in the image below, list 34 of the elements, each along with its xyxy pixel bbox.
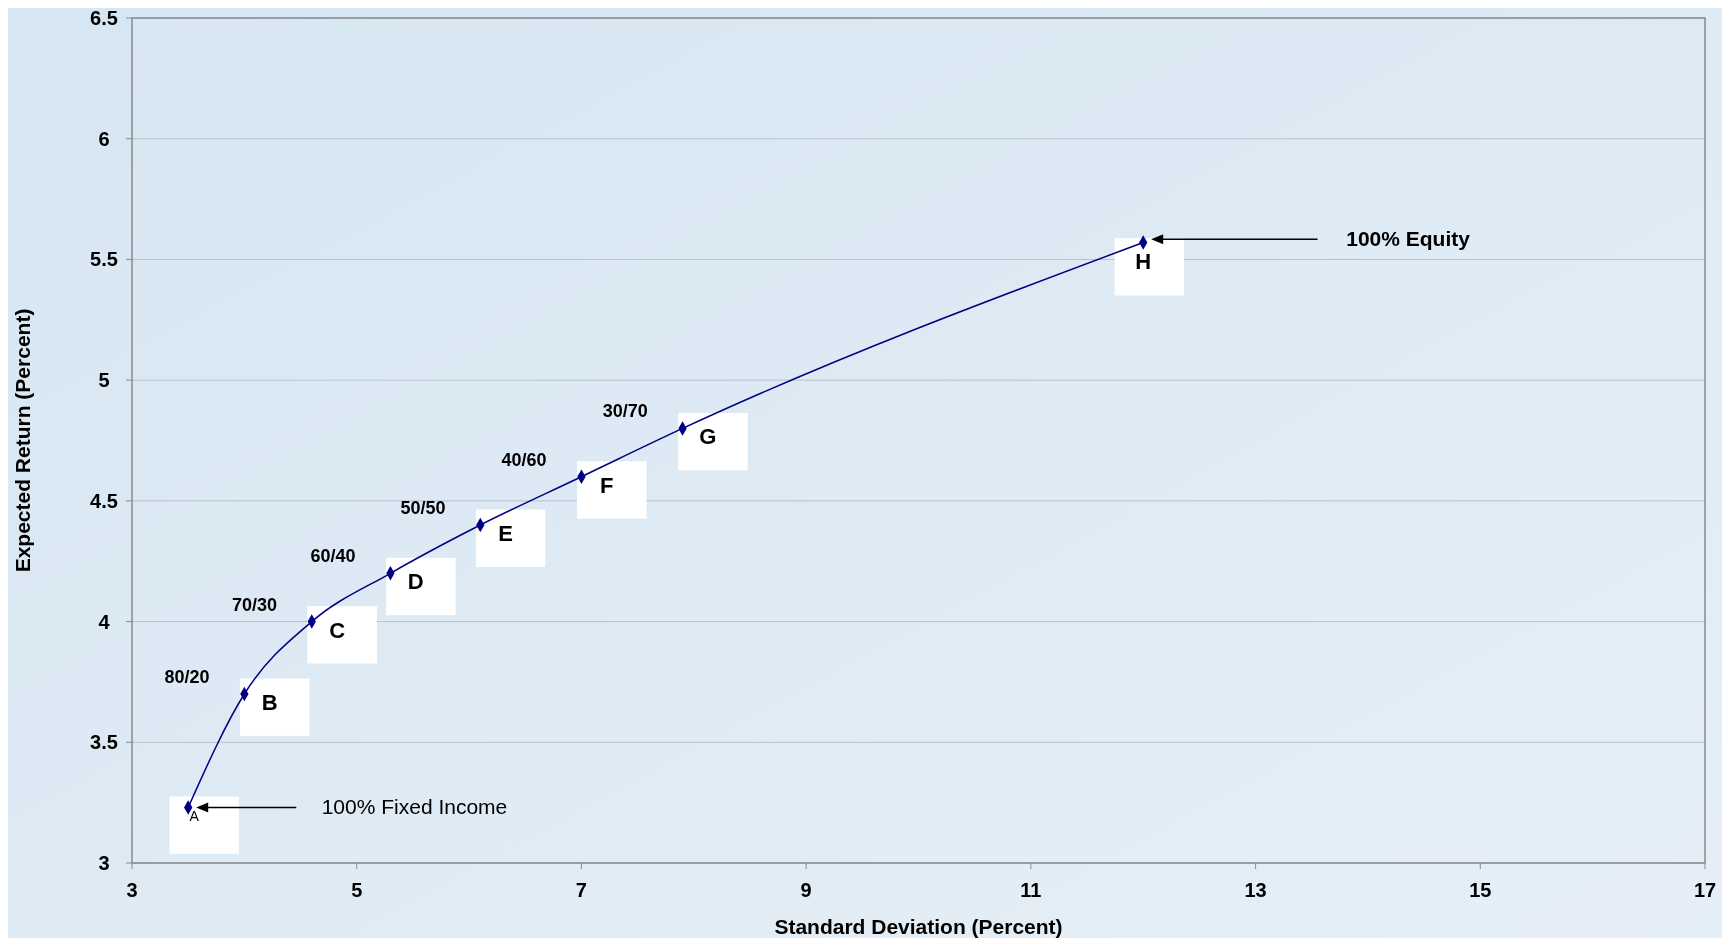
x-axis-title: Standard Deviation (Percent): [774, 915, 1063, 938]
annotation: D: [407, 569, 424, 595]
y-tick-label: 5: [98, 369, 110, 392]
annotation: B: [261, 690, 278, 715]
annotation: E: [498, 521, 514, 546]
x-tick-label: 11: [1020, 879, 1042, 901]
x-tick-label: 9: [800, 879, 812, 901]
y-tick-label: 4: [98, 610, 111, 633]
y-tick-label: 5.5: [90, 248, 118, 271]
y-tick-label: 6.5: [90, 7, 118, 29]
annotation: 100% Equity: [1346, 227, 1471, 251]
x-tick-label: 7: [575, 879, 587, 901]
y-tick-label: 3.5: [90, 731, 118, 754]
annotation: F: [600, 472, 614, 498]
annotation: 60/40: [310, 546, 356, 567]
annotation: 80/20: [164, 666, 210, 687]
annotation: A: [189, 808, 200, 825]
annotation: H: [1135, 248, 1152, 274]
y-tick-label: 4.5: [90, 489, 118, 512]
x-tick-label: 5: [351, 879, 363, 901]
x-tick-label: 13: [1244, 879, 1267, 901]
x-tick-label: 15: [1469, 879, 1492, 901]
x-tick-label: 3: [126, 879, 138, 901]
annotation: 70/30: [231, 594, 277, 615]
y-tick-label: 3: [98, 852, 110, 874]
annotation: 40/60: [501, 449, 547, 470]
annotation: G: [699, 424, 717, 450]
annotation: 30/70: [602, 401, 648, 422]
annotation: 100% Fixed Income: [321, 795, 508, 819]
annotation: 50/50: [400, 497, 446, 518]
y-axis-title: Expected Return (Percent): [11, 308, 34, 573]
y-tick-label: 6: [98, 127, 110, 150]
x-tick-label: 17: [1693, 879, 1717, 901]
annotation: C: [329, 617, 346, 643]
